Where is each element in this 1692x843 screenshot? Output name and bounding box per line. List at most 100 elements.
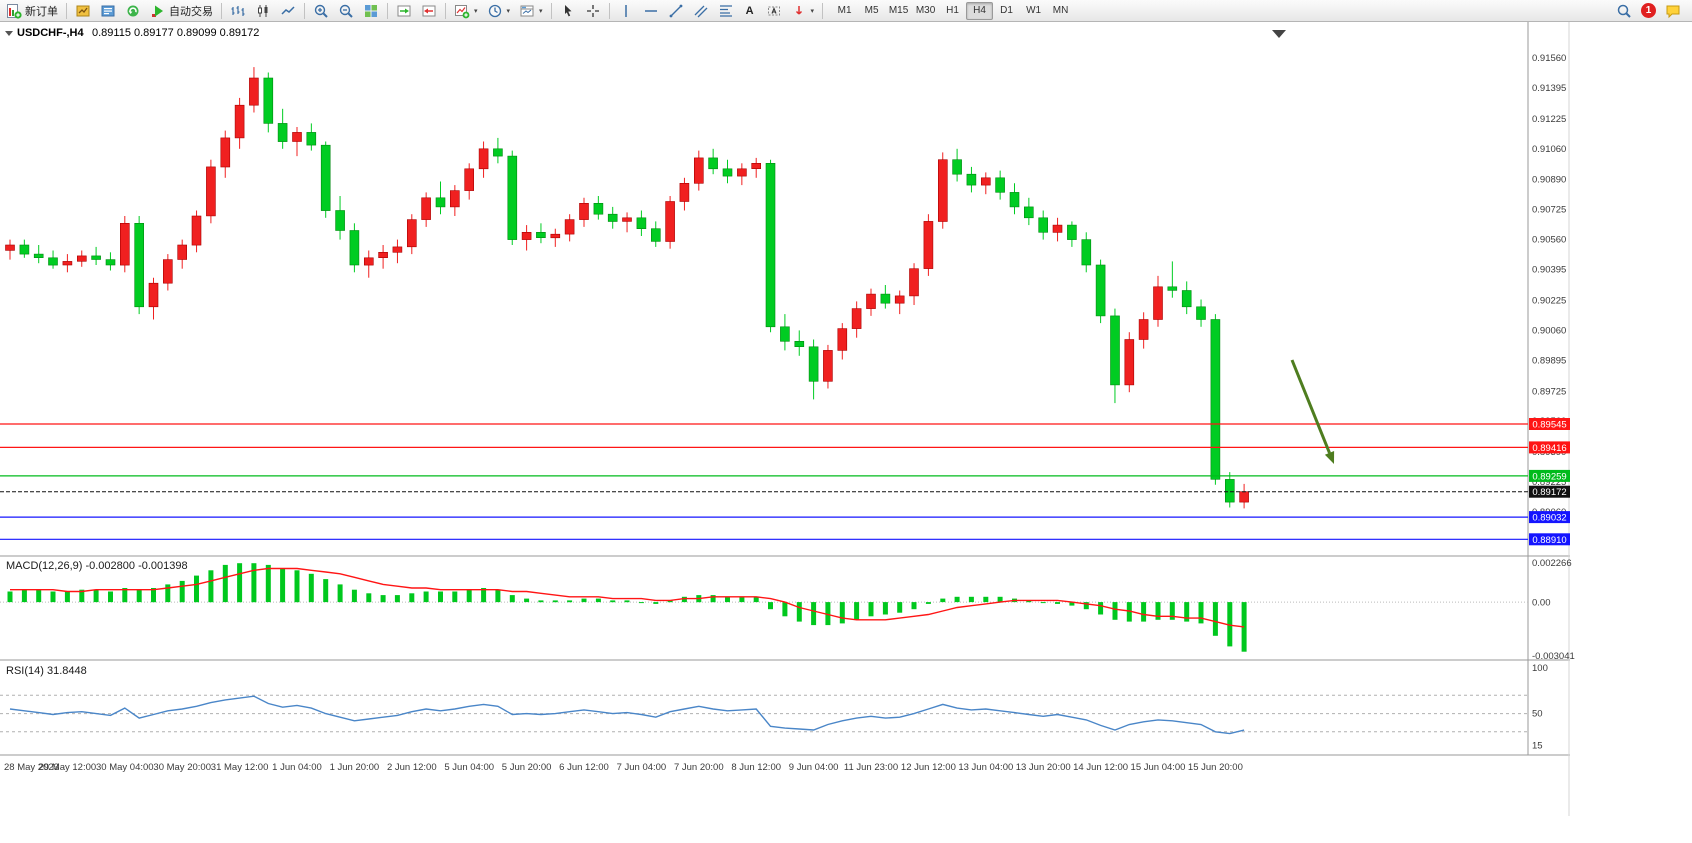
zoom-in-icon	[313, 3, 329, 19]
vertical-line-tool-button[interactable]	[614, 1, 638, 21]
cursor-button[interactable]	[556, 1, 580, 21]
macd-histogram-bar	[136, 589, 142, 603]
market-watch-button[interactable]	[71, 1, 95, 21]
candle	[550, 233, 561, 239]
candle	[923, 221, 934, 269]
tile-windows-button[interactable]	[359, 1, 383, 21]
macd-histogram-bar	[423, 591, 429, 603]
macd-histogram-bar	[179, 580, 185, 603]
collapse-chart-icon[interactable]	[5, 31, 13, 36]
periods-button[interactable]: ▾	[483, 1, 515, 21]
macd-histogram-bar	[581, 598, 587, 603]
trend-arrow-line[interactable]	[1290, 359, 1331, 454]
candle	[163, 259, 173, 284]
candle	[1038, 217, 1048, 233]
macd-histogram-bar	[1155, 602, 1161, 620]
horizontal-line-tool-button[interactable]	[639, 1, 663, 21]
candle	[579, 203, 589, 220]
arrows-tool-button[interactable]: ▾	[787, 1, 819, 21]
macd-histogram-bar	[954, 596, 960, 603]
candle	[837, 328, 848, 351]
timeframe-M30[interactable]: M30	[915, 5, 936, 16]
timeframe-H1[interactable]: H1	[946, 5, 959, 16]
chart-canvas[interactable]: USDCHF-,H4 0.89115 0.89177 0.89099 0.891…	[0, 22, 1692, 838]
bar-chart-button[interactable]	[226, 1, 250, 21]
zoom-in-button[interactable]	[309, 1, 333, 21]
chart-symbol: USDCHF-,H4	[17, 27, 84, 39]
time-axis-label: 7 Jun 20:00	[674, 762, 724, 773]
crosshair-button[interactable]	[581, 1, 605, 21]
time-axis-label: 6 Jun 12:00	[559, 762, 609, 773]
rsi-axis-label: 100	[1532, 663, 1548, 674]
time-axis-label: 11 Jun 23:00	[844, 762, 898, 773]
chart-shift-marker[interactable]	[1272, 30, 1286, 38]
search-button[interactable]	[1612, 1, 1636, 21]
time-axis-label: 15 Jun 04:00	[1131, 762, 1186, 773]
candle	[392, 246, 403, 253]
candle	[995, 177, 1005, 193]
macd-histogram-bar	[768, 602, 773, 610]
horizontal-line-icon	[643, 3, 659, 19]
macd-histogram-bar	[1083, 602, 1089, 610]
candle	[5, 244, 15, 251]
line-chart-button[interactable]	[276, 1, 300, 21]
timeframe-M1[interactable]: M1	[837, 5, 852, 16]
data-window-button[interactable]	[96, 1, 120, 21]
macd-histogram-bar	[208, 570, 214, 603]
candlestick-chart-button[interactable]	[251, 1, 275, 21]
macd-histogram-bar	[839, 602, 845, 624]
timeframe-H4[interactable]: H4	[966, 1, 994, 20]
refresh-button[interactable]	[121, 1, 145, 21]
rsi-axis-label: 15	[1532, 740, 1543, 751]
time-axis-label: 1 Jun 04:00	[272, 762, 322, 773]
macd-axis-label: 0.002266	[1532, 558, 1572, 569]
price-axis-label: 0.90395	[1532, 265, 1566, 276]
macd-histogram-bar	[1126, 602, 1132, 622]
macd-histogram-bar	[366, 593, 372, 603]
templates-button[interactable]: ▾	[515, 1, 547, 21]
candle	[679, 183, 690, 202]
candle	[593, 203, 604, 215]
macd-histogram-bar	[481, 588, 487, 603]
candle	[536, 232, 546, 239]
label-tool-button[interactable]	[762, 1, 786, 21]
candle	[378, 252, 388, 259]
toolbar-right-group: 1	[1612, 1, 1690, 21]
trend-arrow-head[interactable]	[1324, 451, 1335, 464]
auto-scroll-button[interactable]	[392, 1, 416, 21]
timeframe-D1[interactable]: D1	[1000, 5, 1013, 16]
zoom-out-button[interactable]	[334, 1, 358, 21]
candle	[693, 157, 704, 184]
fibonacci-tool-button[interactable]	[714, 1, 738, 21]
timeframe-M15[interactable]: M15	[888, 5, 909, 16]
candle	[493, 148, 503, 157]
timeframe-W1[interactable]: W1	[1026, 5, 1042, 16]
macd-histogram-bar	[983, 596, 989, 603]
bid-price-flag-text: 0.89172	[1532, 487, 1566, 498]
macd-histogram-bar	[739, 596, 745, 603]
time-axis-label: 31 May 12:00	[211, 762, 269, 773]
text-tool-button[interactable]: A	[739, 1, 761, 21]
timeframe-MN[interactable]: MN	[1052, 5, 1069, 16]
candle	[449, 190, 460, 208]
trendline-tool-button[interactable]	[664, 1, 688, 21]
timeframe-M5[interactable]: M5	[864, 5, 879, 16]
channel-tool-button[interactable]	[689, 1, 713, 21]
candle	[794, 340, 805, 347]
candle	[120, 223, 130, 266]
indicators-button[interactable]: ▾	[450, 1, 482, 21]
candle	[866, 293, 876, 309]
chart-shift-button[interactable]	[417, 1, 441, 21]
chat-button[interactable]	[1661, 1, 1685, 21]
notification-badge[interactable]: 1	[1641, 3, 1656, 18]
macd-label: MACD(12,26,9) -0.002800 -0.001398	[6, 560, 188, 572]
macd-histogram-bar	[409, 593, 415, 603]
macd-histogram-bar	[79, 589, 85, 603]
autotrading-button[interactable]: 自动交易	[146, 1, 217, 21]
new-order-button[interactable]: 新订单	[2, 1, 62, 21]
candle	[507, 155, 518, 240]
candle	[335, 210, 345, 231]
candle	[277, 123, 288, 142]
macd-histogram-bar	[1227, 602, 1233, 647]
macd-histogram-bar	[1198, 602, 1204, 624]
